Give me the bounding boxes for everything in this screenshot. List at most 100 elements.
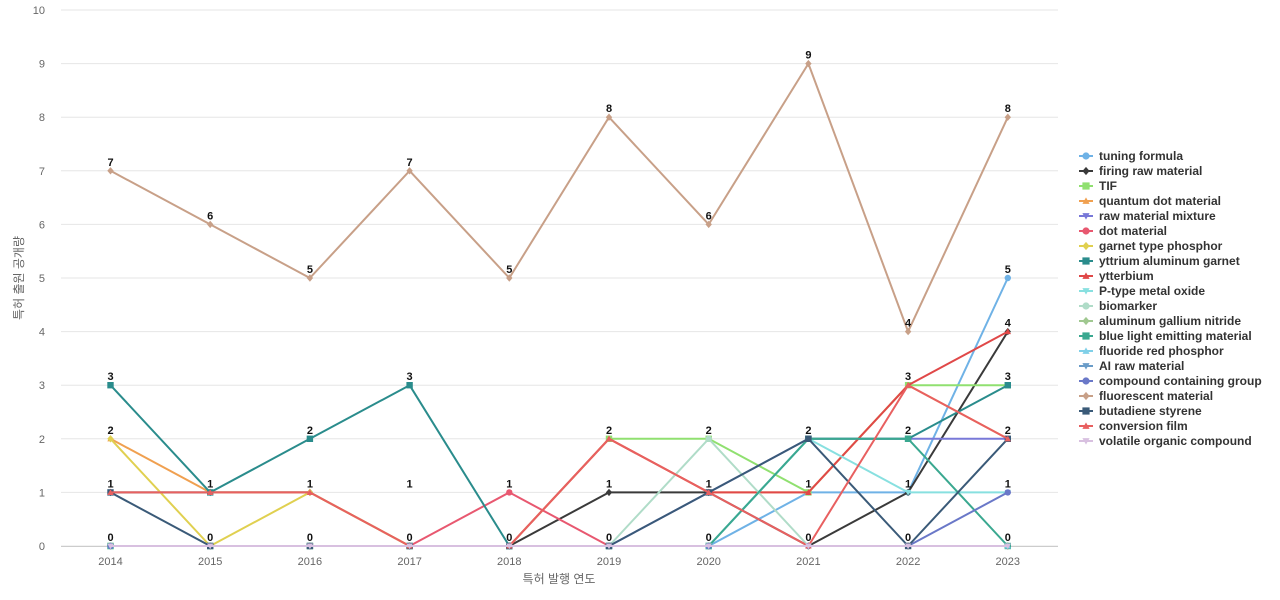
x-tick-label: 2019 (597, 556, 621, 568)
data-point (306, 543, 314, 550)
legend-item[interactable]: AI raw material (1079, 359, 1184, 373)
series-conversion-film (107, 382, 1011, 549)
legend-item[interactable]: butadiene styrene (1079, 404, 1202, 418)
legend-marker (1082, 363, 1090, 370)
legend-item[interactable]: firing raw material (1079, 164, 1202, 178)
x-tick-label: 2021 (796, 556, 820, 568)
series-line (109, 384, 1009, 547)
data-label: 9 (805, 50, 811, 62)
legend-item[interactable]: blue light emitting material (1079, 329, 1252, 343)
data-point (805, 543, 812, 550)
legend-item[interactable]: fluorescent material (1079, 389, 1213, 403)
data-label: 5 (307, 264, 313, 276)
data-point (506, 274, 513, 282)
y-tick-label: 7 (39, 166, 45, 178)
x-tick-label: 2022 (896, 556, 920, 568)
legend-label: fluoride red phosphor (1099, 344, 1224, 358)
y-axis-ticks: 0 1 2 3 4 5 6 7 8 9 10 (33, 5, 45, 553)
data-label: 1 (207, 478, 213, 490)
data-label: 0 (506, 532, 512, 544)
series-dot-material (107, 489, 1011, 550)
legend-marker (1082, 377, 1090, 385)
data-labels: 7321061052107310510821062109210432108543… (107, 50, 1011, 544)
data-point (506, 489, 513, 496)
legend-marker (1082, 166, 1090, 176)
legend-label: biomarker (1099, 299, 1157, 313)
legend-label: quantum dot material (1099, 194, 1221, 208)
legend-item[interactable]: tuning formula (1079, 149, 1183, 163)
legend-label: conversion film (1099, 419, 1188, 433)
legend-label: yttrium aluminum garnet (1099, 254, 1240, 268)
data-label: 1 (1005, 478, 1011, 490)
data-label: 2 (905, 425, 911, 437)
legend-item[interactable]: fluoride red phosphor (1079, 344, 1224, 358)
legend-item[interactable]: compound containing group (1079, 374, 1262, 388)
series-line (109, 384, 1009, 547)
series-tif (107, 382, 1011, 550)
legend-marker (1082, 422, 1090, 429)
data-label: 1 (905, 478, 911, 490)
series-line (109, 491, 1009, 547)
data-point (207, 543, 214, 550)
series-fluorescent-material (107, 59, 1011, 336)
legend-item[interactable]: dot material (1079, 224, 1167, 238)
data-point (1004, 113, 1011, 121)
legend-item[interactable]: P-type metal oxide (1079, 284, 1205, 298)
legend-item[interactable]: biomarker (1079, 299, 1157, 313)
legend-item[interactable]: ytterbium (1079, 269, 1154, 283)
y-tick-label: 9 (39, 59, 45, 71)
data-label: 2 (706, 425, 712, 437)
data-point (107, 382, 114, 389)
legend-marker (1082, 332, 1090, 340)
data-point (904, 382, 912, 388)
legend-label: fluorescent material (1099, 389, 1213, 403)
legend-marker (1082, 438, 1090, 445)
data-label: 5 (506, 264, 512, 276)
data-label: 8 (1005, 103, 1011, 115)
legend-item[interactable]: conversion film (1079, 419, 1188, 433)
data-label: 2 (307, 425, 313, 437)
data-point (1004, 274, 1011, 282)
data-point (904, 435, 912, 442)
legend-label: AI raw material (1099, 359, 1184, 373)
data-label: 0 (606, 532, 612, 544)
data-point (306, 435, 314, 442)
legend-label: butadiene styrene (1099, 404, 1202, 418)
legend-item[interactable]: volatile organic compound (1079, 434, 1252, 448)
data-label: 2 (1005, 425, 1011, 437)
legend-marker (1082, 302, 1090, 310)
y-tick-label: 4 (39, 327, 45, 339)
y-tick-label: 0 (39, 541, 45, 553)
data-point (904, 327, 912, 336)
legend-label: compound containing group (1099, 374, 1262, 388)
legend-item[interactable]: TIF (1079, 179, 1117, 193)
x-tick-label: 2015 (198, 556, 222, 568)
data-point (107, 167, 114, 175)
data-point (705, 220, 712, 229)
data-point (605, 543, 613, 550)
legend-marker (1082, 152, 1090, 160)
data-label: 1 (307, 478, 313, 490)
data-point (406, 543, 413, 550)
legend-label: P-type metal oxide (1099, 284, 1205, 298)
data-point (1004, 435, 1011, 442)
data-label: 6 (207, 210, 213, 222)
data-point (506, 543, 513, 550)
data-label: 3 (407, 371, 413, 383)
data-point (605, 488, 613, 497)
legend-item[interactable]: raw material mixture (1079, 209, 1216, 223)
data-point (306, 274, 314, 282)
legend-item[interactable]: quantum dot material (1079, 194, 1221, 208)
legend-item[interactable]: aluminum gallium nitride (1079, 314, 1241, 328)
x-tick-label: 2016 (298, 556, 322, 568)
legend-label: tuning formula (1099, 149, 1183, 163)
legend-item[interactable]: garnet type phosphor (1079, 239, 1223, 253)
legend-marker (1082, 272, 1090, 279)
data-point (306, 489, 314, 495)
legend-item[interactable]: yttrium aluminum garnet (1079, 254, 1240, 268)
x-tick-label: 2018 (497, 556, 521, 568)
y-tick-label: 2 (39, 434, 45, 446)
y-tick-label: 3 (39, 380, 45, 392)
legend-marker (1082, 316, 1090, 326)
